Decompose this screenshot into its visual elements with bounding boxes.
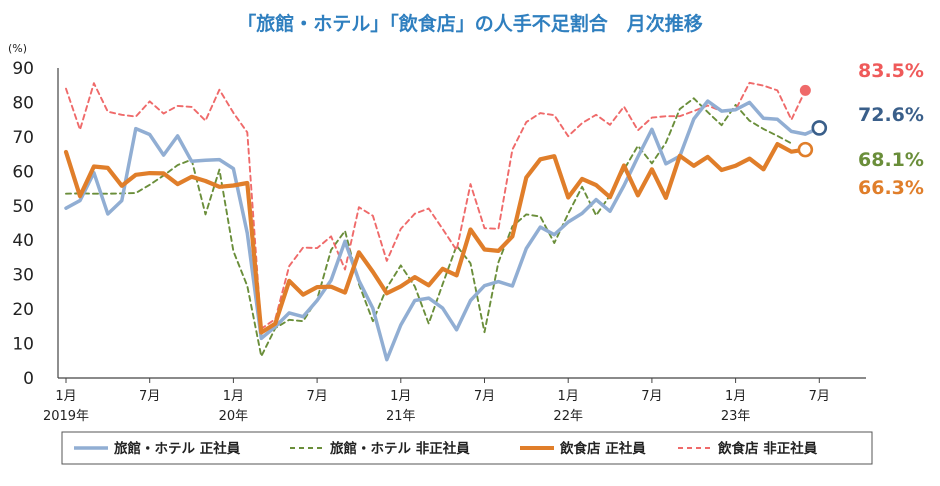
x-tick-label: 7月 <box>809 389 830 404</box>
legend-label-1: 旅館・ホテル 非正社員 <box>330 440 470 457</box>
series-line-1 <box>65 97 793 358</box>
x-tick-year-label: 22年 <box>553 409 583 424</box>
legend-label-2: 飲食店 正社員 <box>559 440 646 457</box>
end-marker-3 <box>799 84 811 96</box>
y-tick-label: 70 <box>12 128 34 148</box>
y-tick-label: 60 <box>12 162 34 182</box>
x-tick-label: 1月 <box>725 389 746 404</box>
y-tick-label: 80 <box>12 93 34 113</box>
x-tick-label: 7月 <box>641 389 662 404</box>
end-value-label-0: 72.6% <box>858 104 924 126</box>
x-tick-year-label: 23年 <box>721 409 751 424</box>
end-marker-2 <box>797 141 814 158</box>
y-tick-label: 90 <box>12 59 34 79</box>
x-tick-label: 1月 <box>558 389 579 404</box>
y-tick-label: 20 <box>12 300 34 320</box>
legend-label-0: 旅館・ホテル 正社員 <box>114 440 241 457</box>
y-axis-ticks: 0 10 20 30 40 50 60 70 80 90 <box>12 59 34 389</box>
y-tick-label: 10 <box>12 335 34 355</box>
legend: 旅館・ホテル 正社員 旅館・ホテル 非正社員 飲食店 正社員 飲食店 非正社員 <box>74 440 818 457</box>
y-axis-unit: (%) <box>8 42 27 55</box>
x-tick-year-label: 21年 <box>386 409 416 424</box>
x-tick-label: 7月 <box>139 389 160 404</box>
x-tick-label: 1月 <box>223 389 244 404</box>
end-value-label-3: 83.5% <box>858 60 924 82</box>
end-marker-0 <box>811 120 828 136</box>
series-line-3 <box>65 81 807 330</box>
x-tick-year-label: 2019年 <box>43 409 89 424</box>
y-tick-label: 50 <box>12 197 34 217</box>
x-tick-label: 7月 <box>306 389 327 404</box>
y-tick-label: 0 <box>23 369 34 389</box>
y-tick-label: 40 <box>12 231 34 251</box>
series-line-2 <box>63 142 808 335</box>
end-value-label-2: 66.3% <box>858 177 924 199</box>
legend-frame <box>61 431 873 465</box>
x-tick-label: 1月 <box>55 389 76 404</box>
y-tick-label: 30 <box>12 266 34 286</box>
x-axis-ticks: 1月 2019年 7月 1月 20年 7月 1月 21年 7月 1月 22年 7月 1月 23年 7月 <box>43 378 830 424</box>
series-line-0 <box>64 99 822 362</box>
chart-title: 「旅館・ホテル」「飲食店」の人手不足割合 月次推移 <box>237 12 703 35</box>
x-tick-label: 1月 <box>390 389 411 404</box>
x-tick-year-label: 20年 <box>219 409 249 424</box>
end-labels: 72.6% 68.1% 66.3% 83.5% <box>858 60 924 199</box>
x-tick-label: 7月 <box>474 389 495 404</box>
legend-label-3: 飲食店 非正社員 <box>717 440 818 457</box>
end-value-label-1: 68.1% <box>858 149 924 171</box>
series-layer <box>63 81 828 362</box>
